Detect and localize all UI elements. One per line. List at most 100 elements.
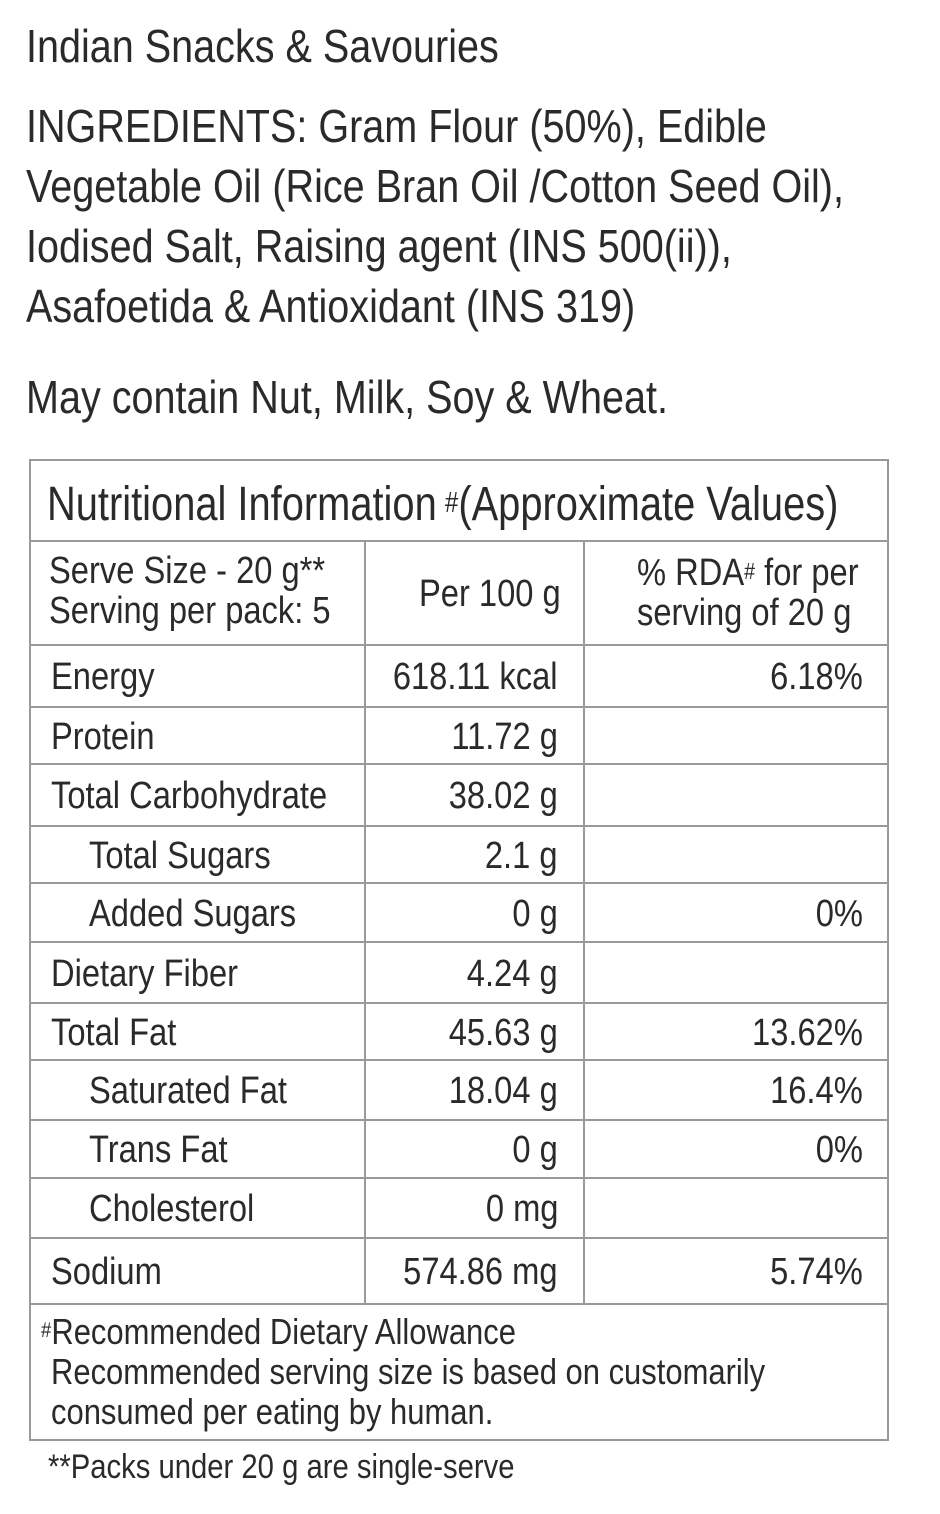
row-divider [31, 706, 887, 708]
column-divider [583, 540, 585, 1303]
nutrient-name-text: Sodium [51, 1251, 162, 1293]
rda-value [585, 1189, 863, 1229]
rda-value [585, 836, 863, 876]
serving-footnote-text: Recommended serving size is based on cus… [51, 1351, 766, 1392]
row-divider [31, 825, 887, 827]
row-divider [31, 1237, 887, 1239]
ingredients-line: Iodised Salt, Raising agent (INS 500(ii)… [26, 220, 732, 272]
header-rda-cell: % RDA# for per serving of 20 g [637, 553, 895, 633]
rda-mark: # [744, 558, 756, 584]
per-100g-value: 618.11 kcal [366, 657, 558, 697]
column-divider [364, 540, 366, 1303]
nutrient-name: Sodium [51, 1252, 180, 1292]
header-serve-size-cell: Serve Size - 20 g** Serving per pack: 5 [49, 551, 376, 631]
nutrient-name: Total Sugars [89, 836, 300, 876]
pack-note-text: **Packs under 20 g are single-serve [48, 1448, 515, 1486]
nutrition-table-title: Nutritional Information #(Approximate Val… [47, 479, 940, 531]
per-100g-value-text: 0 mg [485, 1188, 558, 1230]
product-category-text: Indian Snacks & Savouries [26, 20, 499, 72]
servings-per-pack-text: Serving per pack: 5 [49, 590, 331, 632]
nutrient-name-text: Trans Fat [89, 1129, 228, 1171]
rda-value: 5.74% [585, 1252, 863, 1292]
per-100g-value: 38.02 g [366, 776, 558, 816]
per-100g-header-text: Per 100 g [419, 573, 561, 615]
nutrient-name: Energy [51, 657, 171, 697]
row-divider [31, 1119, 887, 1121]
row-divider [31, 1059, 887, 1061]
rda-value: 0% [585, 1130, 863, 1170]
row-divider [31, 540, 887, 542]
nutrient-name-text: Protein [51, 715, 155, 758]
rda-value-text: 5.74% [770, 1251, 863, 1293]
per-100g-value-text: 45.63 g [448, 1011, 558, 1054]
per-100g-value: 0 g [366, 1130, 558, 1170]
allergen-statement: May contain Nut, Milk, Soy & Wheat. [26, 367, 773, 427]
rda-header-text-cont: for per [755, 552, 859, 594]
nutrient-name: Cholesterol [89, 1189, 281, 1229]
product-category: Indian Snacks & Savouries [26, 18, 576, 74]
footnote-rda-definition: Recommended Dietary Allowance [51, 1311, 516, 1352]
nutrient-name: Protein [51, 717, 171, 757]
ingredients-line: Asafoetida & Antioxidant (INS 319) [26, 280, 636, 332]
rda-value: 0% [585, 894, 863, 934]
row-divider [31, 1002, 887, 1004]
footnote-mark: # [41, 1317, 52, 1342]
rda-value-text: 16.4% [770, 1070, 863, 1112]
per-100g-value: 18.04 g [366, 1071, 558, 1111]
per-100g-value: 4.24 g [366, 954, 558, 994]
serving-footnote-line: Recommended serving size is based on cus… [51, 1353, 881, 1391]
rda-header-line2: serving of 20 g [637, 592, 852, 634]
row-divider [31, 644, 887, 646]
title-note-mark: # [445, 487, 459, 519]
nutrient-name: Dietary Fiber [51, 954, 269, 994]
rda-value: 6.18% [585, 657, 863, 697]
serving-footnote-line: consumed per eating by human. [51, 1393, 565, 1431]
per-100g-value-text: 574.86 mg [403, 1251, 558, 1293]
nutrient-name-text: Dietary Fiber [51, 952, 239, 995]
nutrient-name-text: Total Carbohydrate [51, 775, 328, 817]
rda-value: 13.62% [585, 1013, 863, 1053]
per-100g-value-text: 0 g [512, 892, 558, 935]
per-100g-value-text: 618.11 kcal [393, 656, 558, 698]
nutrient-name: Total Carbohydrate [51, 776, 372, 816]
ingredients-list: INGREDIENTS: Gram Flour (50%), Edible Ve… [26, 96, 940, 336]
rda-value-text: 6.18% [770, 656, 863, 698]
serve-size-text: Serve Size - 20 g** [49, 550, 326, 592]
per-100g-value-text: 11.72 g [451, 715, 558, 758]
rda-value: 16.4% [585, 1071, 863, 1111]
row-divider [31, 882, 887, 884]
per-100g-value-text: 18.04 g [448, 1070, 558, 1112]
pack-note: **Packs under 20 g are single-serve [48, 1448, 590, 1486]
per-100g-value-text: 0 g [512, 1129, 558, 1171]
ingredients-line: INGREDIENTS: Gram Flour (50%), Edible [26, 100, 767, 152]
per-100g-value: 0 mg [366, 1189, 558, 1229]
per-100g-value: 0 g [366, 894, 558, 934]
row-divider [31, 1177, 887, 1179]
row-divider [31, 763, 887, 765]
rda-header-text: % RDA [637, 552, 745, 594]
per-100g-value: 11.72 g [366, 717, 558, 757]
per-100g-value: 2.1 g [366, 836, 558, 876]
rda-footnote: #Recommended Dietary Allowance [41, 1313, 593, 1351]
per-100g-value-text: 4.24 g [467, 952, 558, 995]
nutrient-name-text: Cholesterol [89, 1188, 255, 1230]
per-100g-value-text: 38.02 g [448, 775, 558, 817]
nutrient-name: Trans Fat [89, 1130, 250, 1170]
rda-value [585, 776, 863, 816]
rda-value-text: 0% [815, 1129, 863, 1171]
row-divider [31, 941, 887, 943]
per-100g-value: 574.86 mg [366, 1252, 558, 1292]
title-main: Nutritional Information [47, 478, 437, 531]
nutrient-name-text: Energy [51, 656, 155, 698]
rda-value [585, 717, 863, 757]
title-note: (Approximate Values) [458, 478, 839, 531]
allergen-text: May contain Nut, Milk, Soy & Wheat. [26, 371, 668, 423]
nutrient-name: Saturated Fat [89, 1071, 319, 1111]
nutrient-name-text: Saturated Fat [89, 1070, 288, 1112]
rda-value-text: 0% [815, 892, 863, 935]
nutrient-name: Added Sugars [89, 894, 330, 934]
per-100g-value: 45.63 g [366, 1013, 558, 1053]
ingredients-line: Vegetable Oil (Rice Bran Oil /Cotton See… [26, 160, 844, 212]
serving-footnote-text: consumed per eating by human. [51, 1391, 494, 1432]
rda-value-text: 13.62% [752, 1011, 863, 1054]
